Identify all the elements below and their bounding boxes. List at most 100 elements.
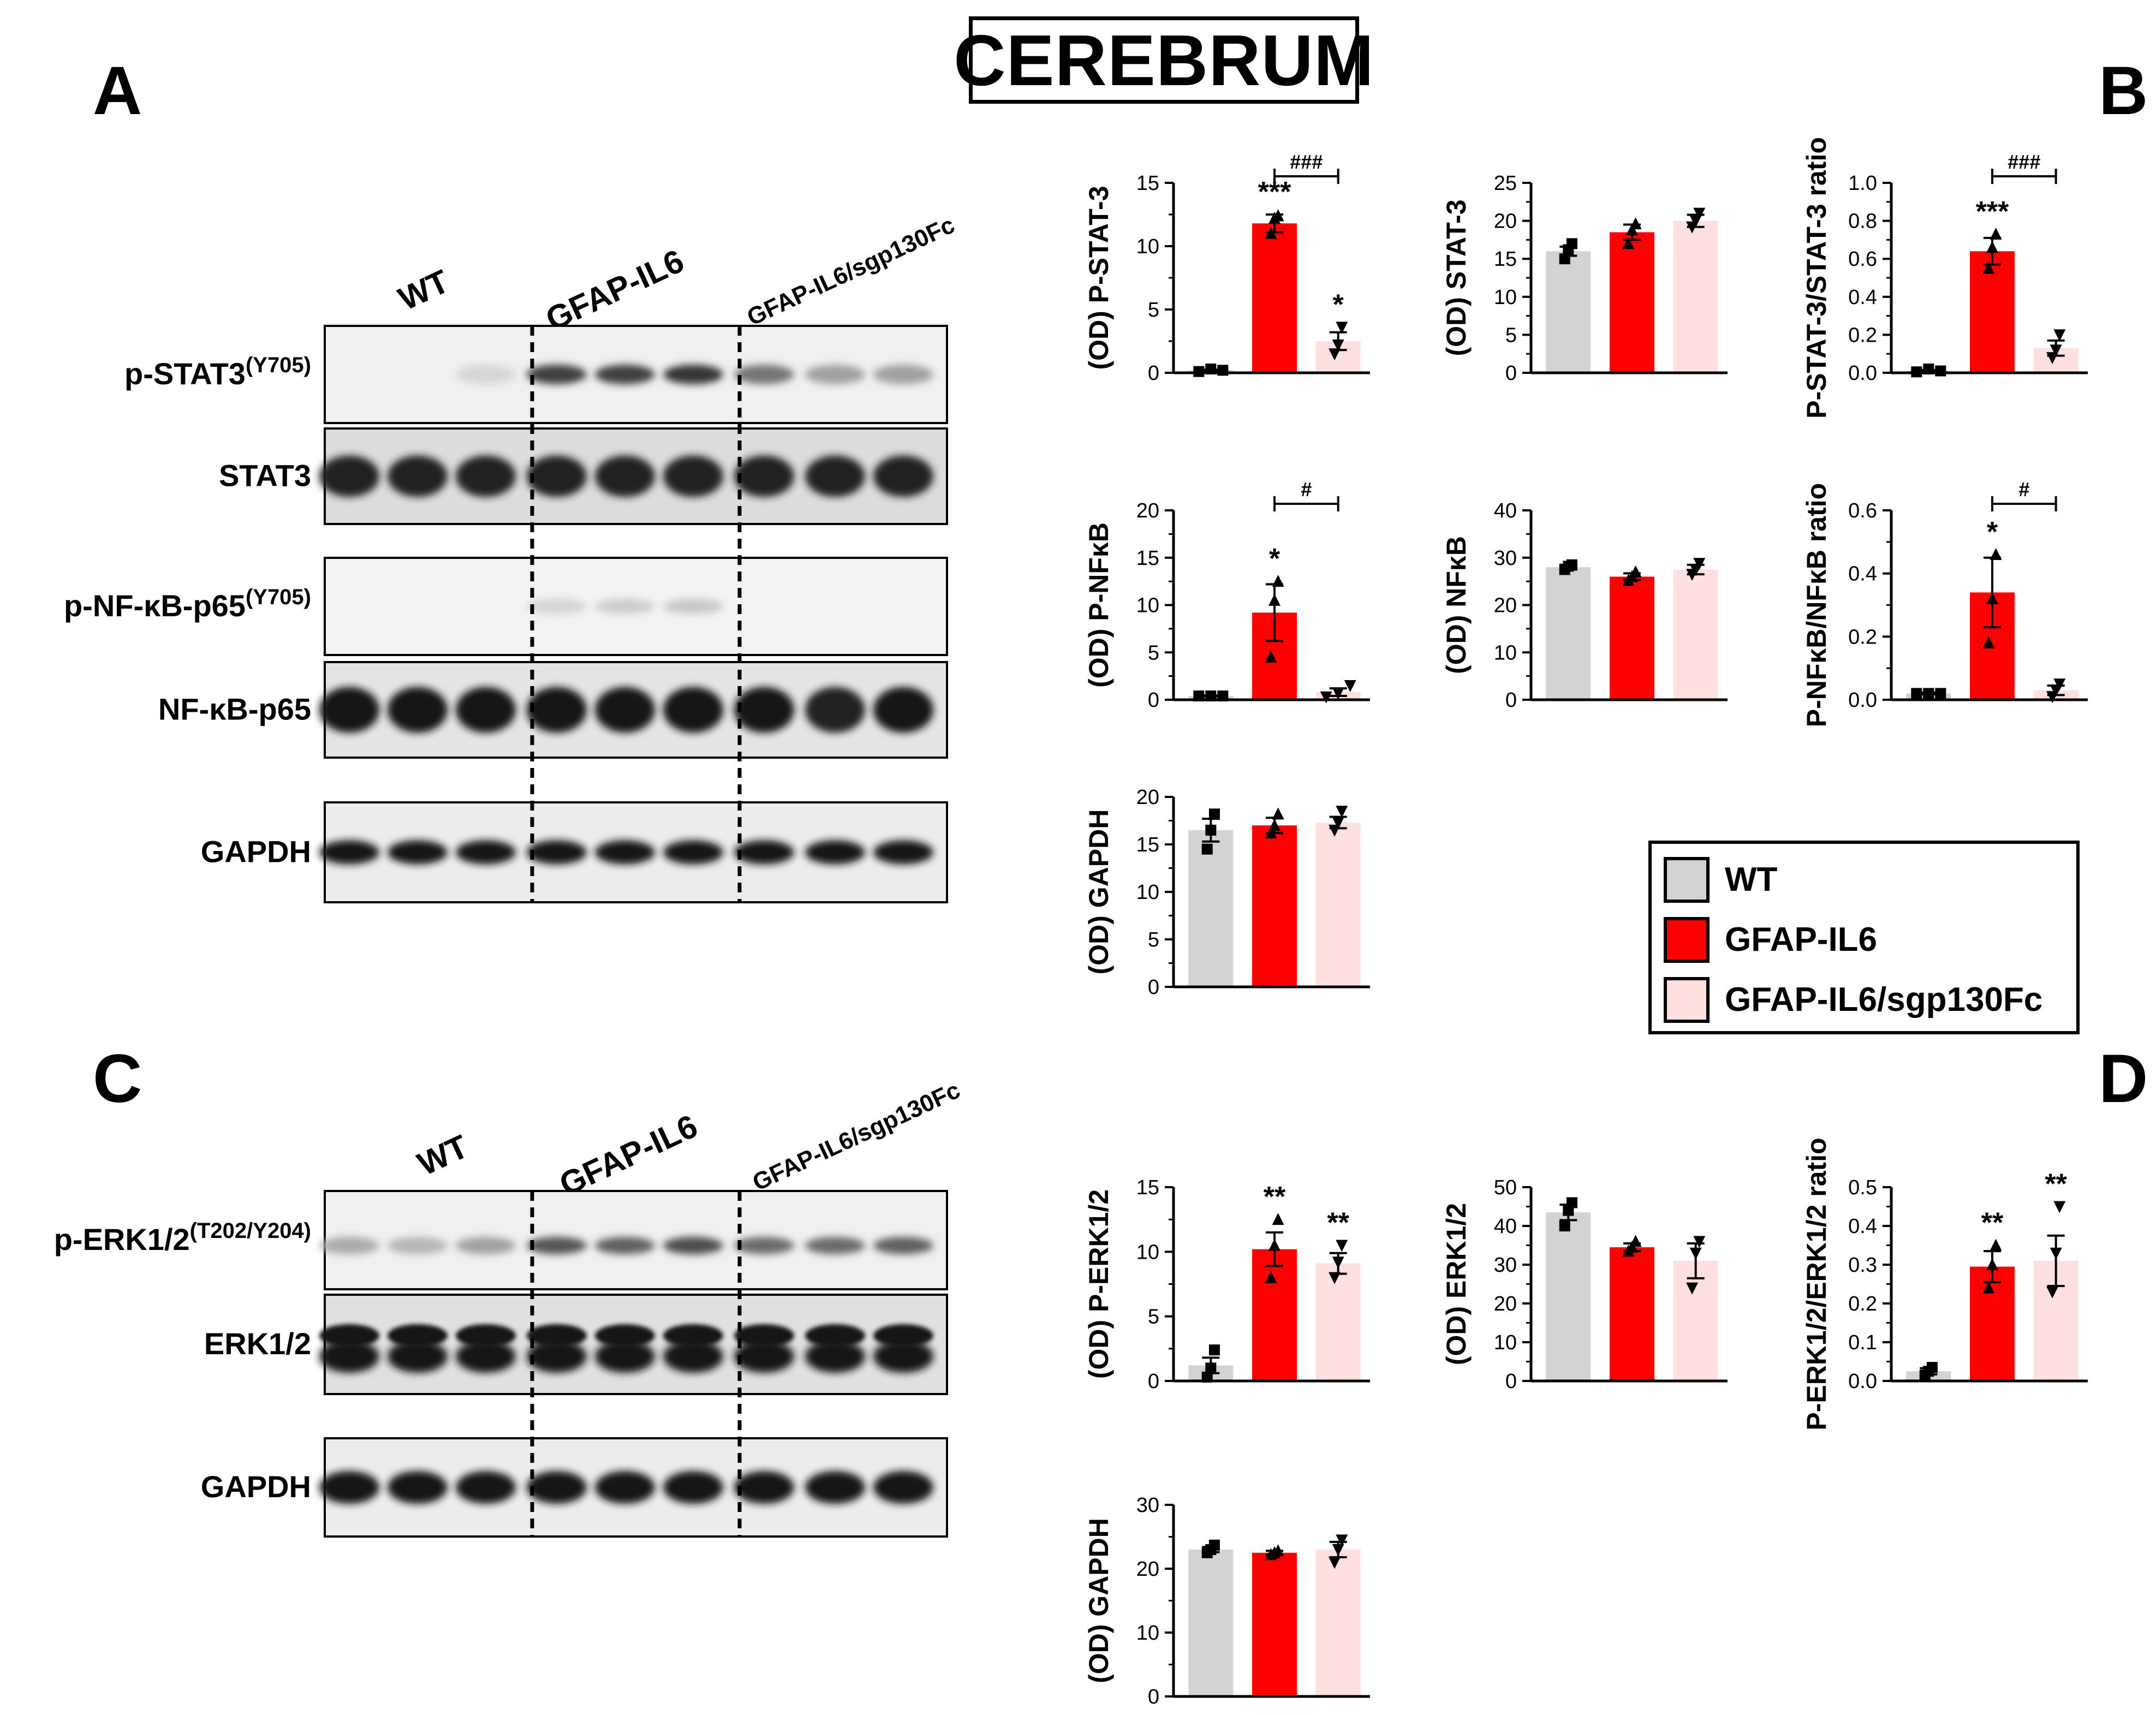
western-blots: WT GFAP-IL6 GFAP-IL6/sgp130Fc p-STAT3(Y705)… <box>54 211 964 1538</box>
blot-band <box>734 1324 794 1347</box>
bar <box>1252 1552 1297 1695</box>
blot-band <box>388 1324 448 1347</box>
bar <box>1252 825 1297 986</box>
blot-lane: p-NF-κB-p65(Y705) <box>64 557 948 656</box>
blot-band <box>527 687 587 733</box>
y-tick-label: 15 <box>1136 833 1159 856</box>
legend-item-wt: WT <box>1664 854 1777 906</box>
data-point <box>1265 650 1277 663</box>
data-point <box>1201 843 1213 855</box>
data-point <box>2046 1286 2059 1299</box>
y-tick-label: 10 <box>1494 286 1517 309</box>
blot-lane-label: GAPDH <box>201 835 311 869</box>
y-axis-label: (OD) P-NFκB <box>1083 522 1114 688</box>
blot-band <box>805 455 865 497</box>
y-tick-label: 0.2 <box>1848 324 1877 347</box>
data-point <box>1986 592 1998 604</box>
chart-nfkb: 0 10 20 30 40 (OD) NFκB <box>1441 499 1728 712</box>
data-point <box>1626 223 1638 236</box>
panel-letter-d: D <box>2099 1041 2148 1117</box>
data-point <box>1990 1238 2002 1251</box>
blot-band <box>527 1471 587 1504</box>
blot-band <box>388 687 448 733</box>
blot-band <box>734 687 794 733</box>
bar <box>1188 1549 1234 1695</box>
blot-panel-a: WT GFAP-IL6 GFAP-IL6/sgp130Fc p-STAT3(Y705)… <box>64 211 958 903</box>
blot-band <box>595 687 655 733</box>
y-tick-label: 0.0 <box>1848 1370 1877 1393</box>
legend-item-gfap-il6: GFAP-IL6 <box>1664 914 1877 966</box>
y-axis-label: (OD) NFκB <box>1441 536 1472 674</box>
data-point <box>1344 680 1356 692</box>
data-point <box>1329 1557 1341 1569</box>
blot-band <box>595 1237 655 1254</box>
legend-swatch-wt <box>1664 856 1710 903</box>
blot-band <box>388 1237 448 1254</box>
figure-title: CEREBRUM <box>954 16 1374 104</box>
blot-lane: STAT3 <box>219 427 948 525</box>
blot-band <box>663 599 723 614</box>
data-point <box>1629 1235 1642 1247</box>
data-point <box>1201 1371 1213 1383</box>
data-point <box>1982 1281 1995 1294</box>
blot-band <box>527 599 587 614</box>
blot-band <box>527 455 587 497</box>
y-tick-label: 0 <box>1148 976 1159 999</box>
blot-lane-superscript: (Y705) <box>246 585 311 609</box>
data-point <box>1268 593 1281 606</box>
legend-swatch-gfap-il6 <box>1664 916 1710 963</box>
blot-band <box>456 455 516 497</box>
y-tick-label: 10 <box>1136 1622 1159 1645</box>
significance-mark: * <box>1269 543 1281 575</box>
blot-group-header: GFAP-IL6/sgp130Fc <box>743 211 958 331</box>
data-point <box>1272 575 1284 587</box>
y-tick-label: 5 <box>1148 1306 1159 1329</box>
blot-band <box>595 1471 655 1504</box>
blot-band <box>873 455 933 497</box>
chart-stat3: 0 5 10 15 20 25 (OD) STAT-3 <box>1441 172 1728 385</box>
significance-mark: *** <box>1976 196 2009 228</box>
blot-band <box>734 1471 794 1504</box>
data-point <box>1566 1197 1577 1208</box>
legend-swatch-sgp130fc <box>1664 976 1710 1023</box>
blot-band <box>663 1237 723 1254</box>
y-axis-label: P-ERK1/2/ERK1/2 ratio <box>1801 1138 1832 1430</box>
data-point <box>2053 329 2066 342</box>
y-tick-label: 0.3 <box>1848 1254 1877 1277</box>
blot-band <box>663 365 723 384</box>
blot-lane-label: p-NF-κB-p65(Y705) <box>64 585 311 623</box>
data-point <box>1926 1362 1938 1373</box>
data-point <box>1629 217 1642 230</box>
y-tick-label: 0.8 <box>1848 210 1877 233</box>
y-tick-label: 0.4 <box>1848 286 1877 309</box>
y-tick-label: 50 <box>1494 1176 1517 1199</box>
y-tick-label: 20 <box>1136 1558 1159 1581</box>
y-tick-label: 10 <box>1136 594 1159 617</box>
chart-pnfkbratio: 0.0 0.2 0.4 0.6 P-NFκB/NFκB ratio * # <box>1801 478 2088 727</box>
blot-band <box>805 1237 865 1254</box>
data-point <box>1272 807 1284 820</box>
y-tick-label: 0 <box>1505 689 1517 712</box>
blot-group-header: WT <box>393 263 455 317</box>
data-point <box>1982 636 1995 648</box>
blot-band <box>595 455 655 497</box>
bar <box>1546 251 1591 372</box>
data-point <box>1217 690 1229 702</box>
data-point <box>1265 1271 1277 1283</box>
data-point <box>2053 1201 2066 1213</box>
y-tick-label: 10 <box>1494 1331 1517 1354</box>
blot-band <box>319 687 379 733</box>
y-axis-label: (OD) ERK1/2 <box>1441 1203 1472 1365</box>
y-tick-label: 0 <box>1148 362 1159 385</box>
blot-lane-label: GAPDH <box>201 1469 311 1504</box>
blot-band <box>734 365 794 384</box>
y-tick-label: 5 <box>1505 324 1517 347</box>
blot-band <box>595 365 655 384</box>
data-point <box>1986 1258 1998 1270</box>
blot-group-header: WT <box>412 1128 474 1182</box>
y-tick-label: 0.2 <box>1848 626 1877 648</box>
blot-lane-label: NF-κB-p65 <box>158 692 311 727</box>
data-point <box>1205 364 1217 375</box>
